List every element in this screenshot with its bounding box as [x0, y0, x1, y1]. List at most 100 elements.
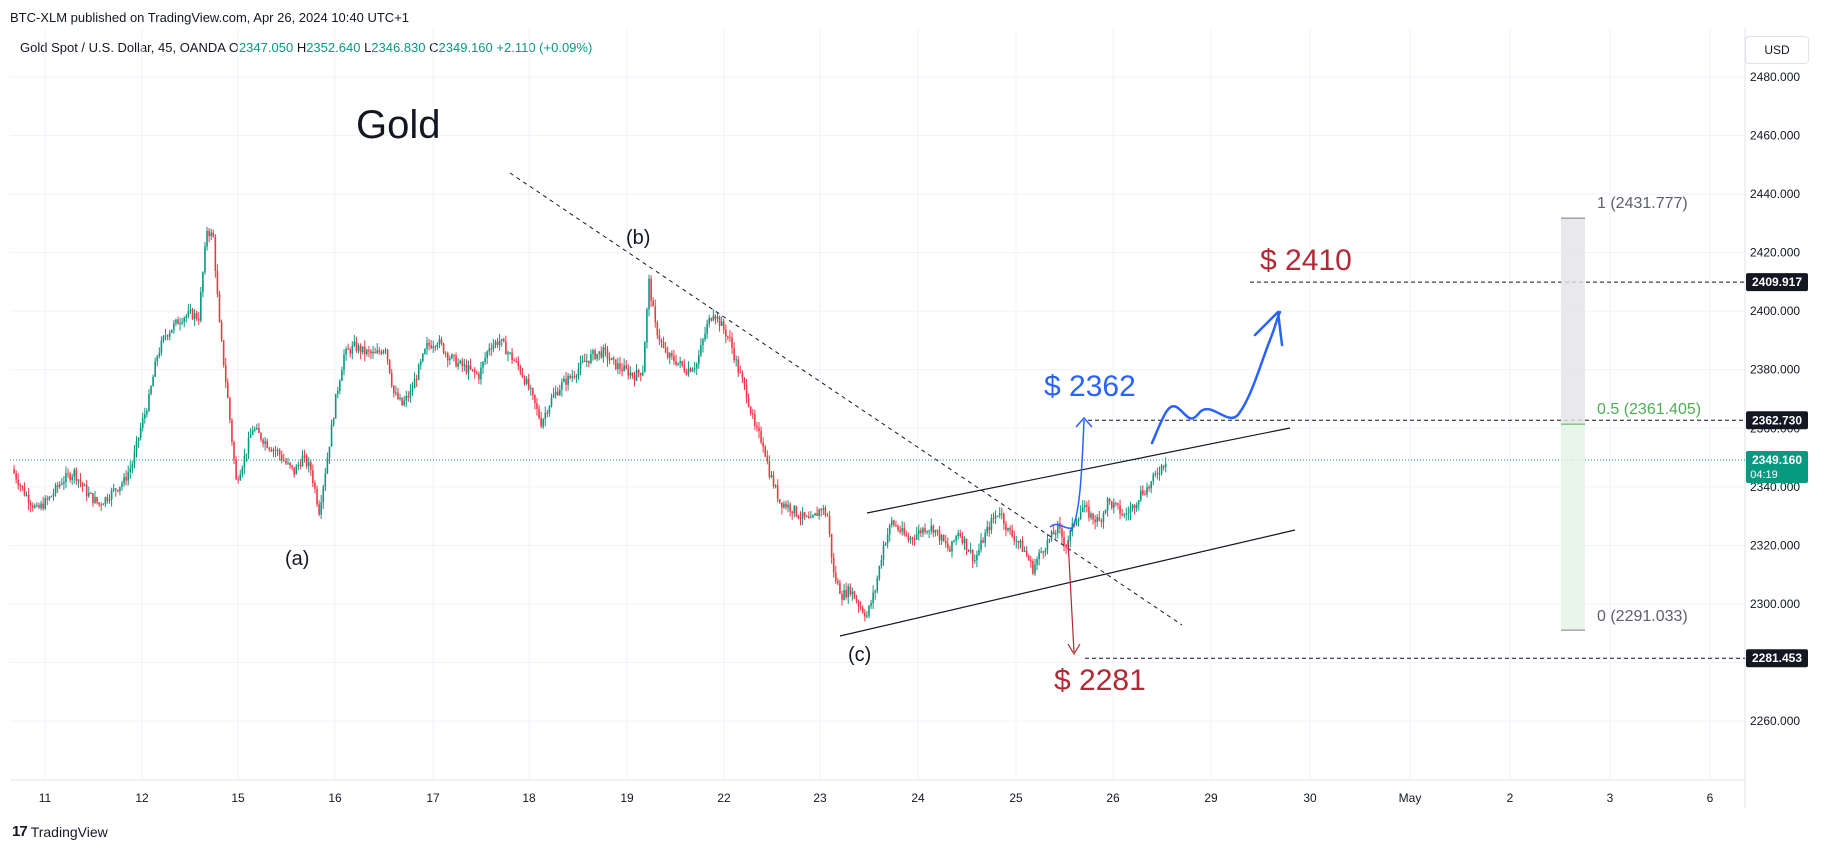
- candle-body: [687, 368, 690, 375]
- candle-body: [83, 485, 86, 487]
- candle-body: [94, 497, 96, 503]
- candle: [639, 372, 642, 382]
- candle-body: [1000, 513, 1003, 515]
- candle: [897, 524, 899, 533]
- price-tag-2281-text: 2281.453: [1752, 651, 1802, 665]
- candle-body: [1021, 540, 1024, 552]
- candle: [451, 353, 453, 360]
- candle: [15, 470, 17, 484]
- candle-body: [233, 441, 235, 460]
- candle-body: [866, 615, 868, 617]
- candle-body: [888, 524, 891, 535]
- symbol-name[interactable]: Gold Spot / U.S. Dollar, 45, OANDA: [20, 40, 226, 55]
- candle: [739, 365, 742, 374]
- candle-body: [212, 232, 215, 237]
- candle: [112, 483, 115, 493]
- candle: [299, 459, 302, 470]
- candle-body: [484, 357, 486, 362]
- candle: [664, 341, 667, 354]
- candle-body: [868, 605, 870, 616]
- candle: [621, 363, 623, 377]
- candle: [1044, 547, 1047, 557]
- candle-body: [1027, 555, 1030, 561]
- candle-body: [295, 466, 298, 475]
- candle: [253, 426, 256, 433]
- candle: [61, 478, 63, 486]
- candle-body: [50, 496, 53, 498]
- candle-body: [575, 375, 578, 377]
- candle: [79, 473, 82, 488]
- candle: [310, 459, 312, 476]
- candle-body: [764, 446, 767, 457]
- candle-body: [675, 361, 677, 365]
- candle-body: [390, 373, 393, 386]
- candle-body: [770, 475, 773, 478]
- candle: [1027, 554, 1030, 562]
- candle-body: [114, 488, 117, 491]
- candle: [440, 336, 443, 346]
- candle: [324, 468, 327, 492]
- candle: [955, 534, 957, 546]
- candle: [818, 508, 820, 520]
- candle-body: [79, 479, 82, 483]
- candle-body: [334, 393, 337, 419]
- candle: [322, 484, 325, 510]
- candle: [502, 337, 505, 343]
- candle-body: [1046, 540, 1049, 551]
- candle-body: [940, 535, 943, 541]
- candle-body: [372, 351, 374, 354]
- candle-body: [1005, 524, 1007, 531]
- candle: [810, 510, 812, 519]
- candle: [866, 611, 868, 619]
- candle-body: [922, 528, 924, 534]
- candle-body: [544, 412, 547, 420]
- candle: [48, 495, 51, 502]
- candle-body: [837, 581, 839, 583]
- candle-body: [1032, 561, 1034, 574]
- candle-body: [1125, 513, 1128, 515]
- currency-button[interactable]: USD: [1745, 36, 1809, 64]
- price-tag-current-bg: [1746, 451, 1808, 484]
- candle-body: [876, 578, 879, 591]
- candle-body: [58, 484, 61, 487]
- candle-body: [467, 365, 470, 373]
- candle: [305, 453, 308, 470]
- candle: [592, 348, 594, 361]
- blue-arrow-up: [1069, 419, 1085, 533]
- candle: [886, 527, 889, 549]
- candle-body: [1077, 519, 1080, 522]
- candle-body: [355, 341, 358, 351]
- candle: [980, 533, 982, 553]
- candle-body: [515, 361, 518, 363]
- candle-body: [693, 368, 696, 370]
- candle-body: [708, 318, 710, 324]
- candle: [372, 345, 374, 359]
- candle-body: [556, 391, 559, 396]
- time-tick-label: 24: [911, 791, 925, 805]
- candle-body: [808, 516, 810, 519]
- candle: [465, 359, 468, 375]
- candle: [747, 393, 750, 408]
- time-tick-label: 23: [813, 791, 827, 805]
- candle-body: [617, 363, 619, 370]
- candle: [314, 480, 316, 494]
- candle: [523, 375, 526, 386]
- candle-body: [235, 459, 237, 480]
- candle: [961, 531, 964, 545]
- candle-body: [627, 368, 630, 376]
- footer-brand[interactable]: 17 TradingView: [12, 823, 108, 840]
- candle: [500, 338, 503, 347]
- candle: [326, 452, 329, 475]
- candle-body: [121, 483, 123, 487]
- candle: [307, 457, 310, 473]
- candle-body: [125, 476, 127, 481]
- candle: [781, 502, 783, 515]
- candle: [837, 578, 839, 586]
- candle-body: [1052, 531, 1055, 535]
- candle-body: [938, 530, 941, 541]
- candle: [415, 374, 418, 387]
- candle-body: [961, 536, 964, 544]
- candle: [936, 529, 939, 536]
- candle: [631, 372, 634, 379]
